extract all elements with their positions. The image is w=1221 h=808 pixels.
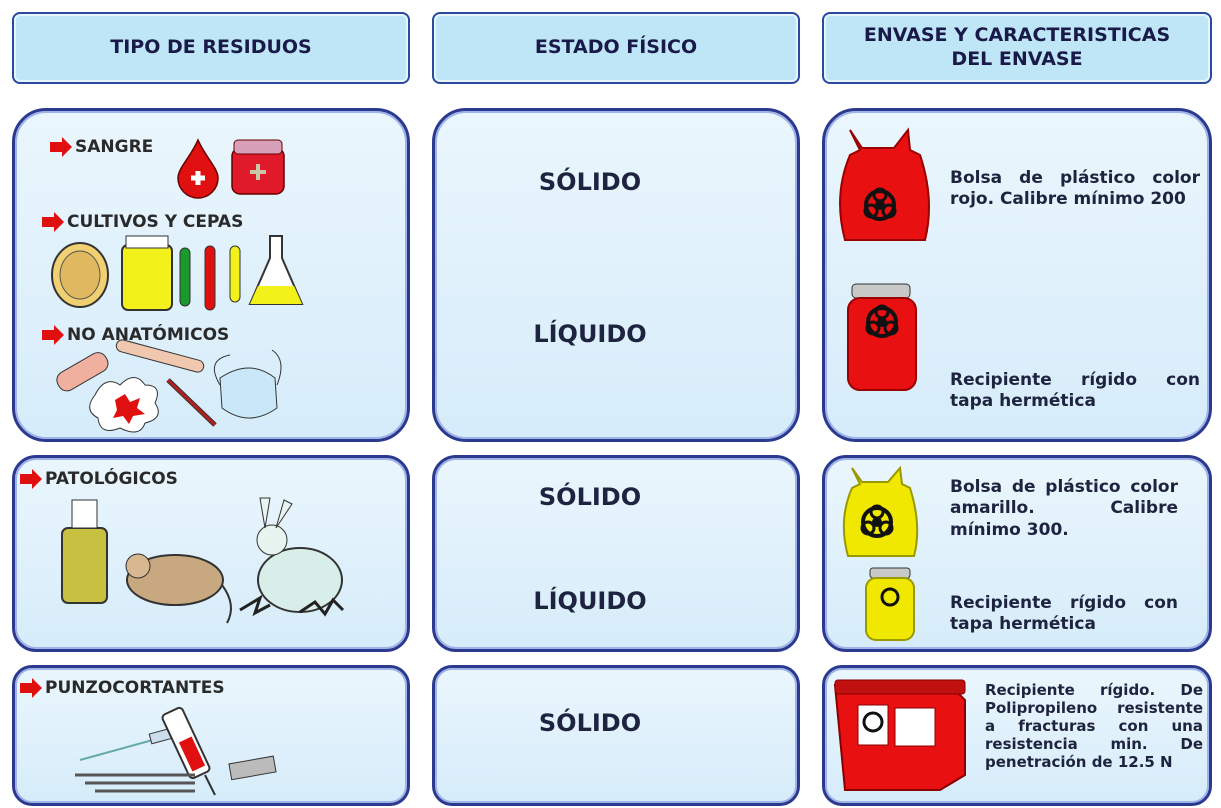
container-description: Bolsa de plástico color rojo. Calibre mí… — [950, 168, 1200, 210]
physical-state: LÍQUIDO — [533, 320, 647, 348]
waste-type: SANGRE — [75, 137, 154, 157]
waste-type: PUNZOCORTANTES — [45, 678, 225, 698]
non-anatomic-icons — [56, 339, 282, 433]
panel — [12, 665, 410, 806]
waste-type: CULTIVOS Y CEPAS — [67, 212, 244, 232]
bullet-arrow — [42, 325, 64, 345]
bullet-arrow — [20, 678, 42, 698]
sharps-icons — [75, 706, 277, 796]
sharps-container — [833, 679, 966, 791]
column-header: ESTADO FÍSICO — [432, 12, 800, 84]
bullet-arrow — [42, 212, 64, 232]
pathological-icons — [61, 497, 345, 624]
container-description: Recipiente rígido. De Polipropileno resi… — [985, 681, 1203, 771]
physical-state: SÓLIDO — [538, 709, 642, 737]
culture-icons — [51, 235, 304, 311]
yellow-bag — [842, 465, 919, 557]
blood-icons — [177, 138, 285, 199]
physical-state: LÍQUIDO — [533, 587, 647, 615]
waste-type: PATOLÓGICOS — [45, 469, 178, 489]
container-description: Recipiente rígido con tapa hermética — [950, 370, 1200, 412]
container-description: Bolsa de plástico color amarillo. Calibr… — [950, 477, 1178, 540]
red-bag — [839, 127, 930, 241]
waste-type: NO ANATÓMICOS — [67, 325, 230, 345]
panel — [432, 455, 800, 652]
panel — [432, 108, 800, 442]
bullet-arrow — [20, 469, 42, 489]
container-description: Recipiente rígido con tapa hermética — [950, 593, 1178, 635]
yellow-jar — [865, 567, 915, 641]
column-header: ENVASE Y CARACTERISTICAS DEL ENVASE — [822, 12, 1212, 84]
bullet-arrow — [50, 137, 72, 157]
panel — [432, 665, 800, 806]
physical-state: SÓLIDO — [538, 483, 642, 511]
red-jar — [847, 283, 917, 391]
column-header: TIPO DE RESIDUOS — [12, 12, 410, 84]
physical-state: SÓLIDO — [538, 168, 642, 196]
